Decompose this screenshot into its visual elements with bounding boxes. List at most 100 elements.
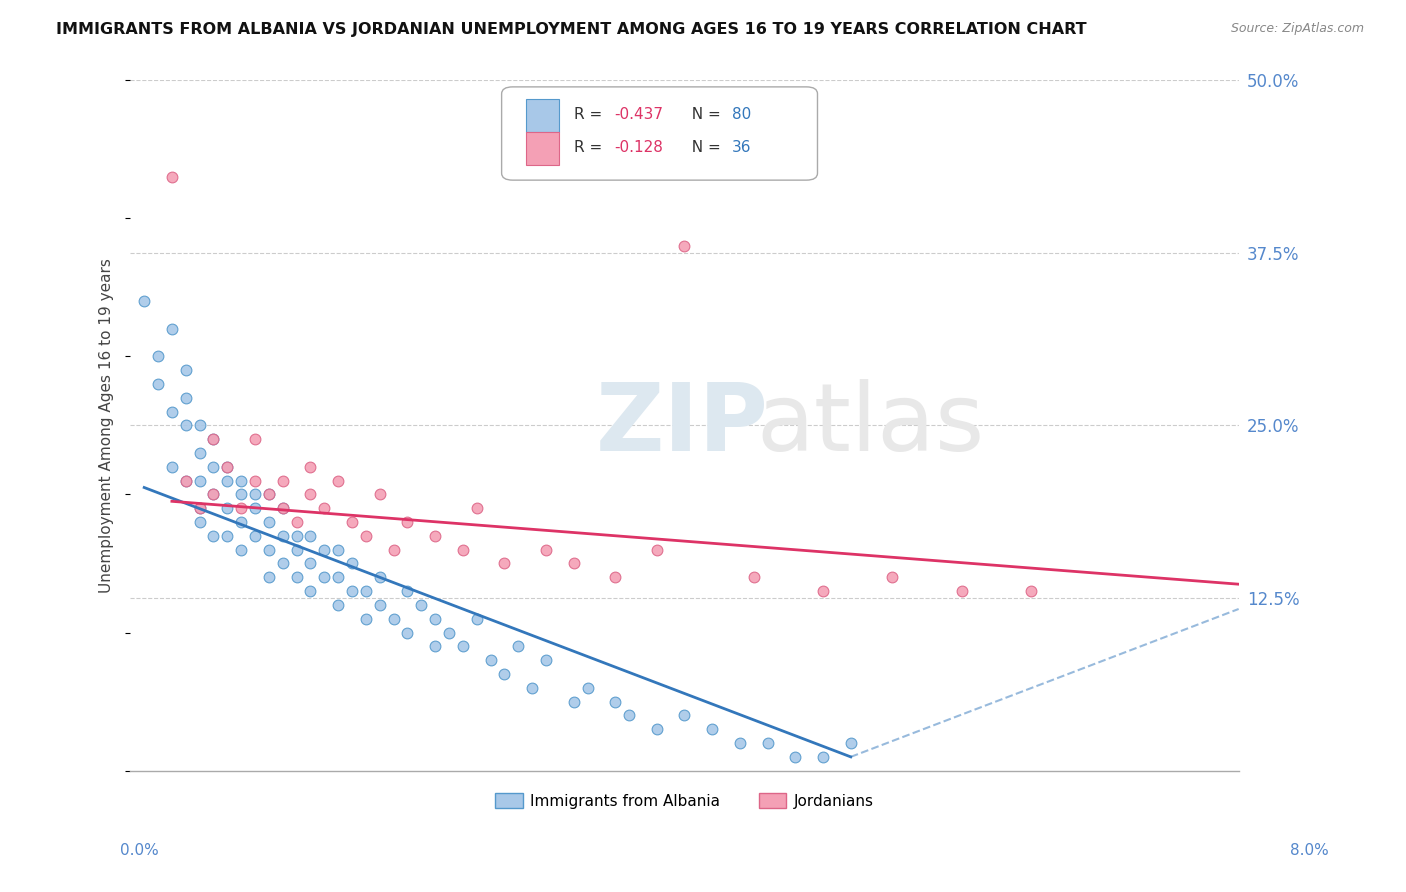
Point — [160, 404, 183, 418]
Point — [785, 750, 807, 764]
Point — [188, 418, 211, 433]
Point — [257, 542, 280, 557]
Point — [217, 474, 239, 488]
Text: IMMIGRANTS FROM ALBANIA VS JORDANIAN UNEMPLOYMENT AMONG AGES 16 TO 19 YEARS CORR: IMMIGRANTS FROM ALBANIA VS JORDANIAN UNE… — [56, 22, 1087, 37]
Point — [950, 584, 973, 599]
Point — [299, 459, 322, 474]
Point — [243, 529, 266, 543]
Point — [326, 570, 349, 584]
Point — [437, 625, 460, 640]
Point — [217, 459, 239, 474]
Point — [243, 474, 266, 488]
Point — [340, 515, 363, 529]
Point — [576, 681, 599, 695]
Text: R =: R = — [574, 140, 607, 155]
Y-axis label: Unemployment Among Ages 16 to 19 years: Unemployment Among Ages 16 to 19 years — [100, 258, 114, 593]
Point — [188, 446, 211, 460]
Point — [314, 542, 336, 557]
Point — [285, 570, 308, 584]
FancyBboxPatch shape — [526, 132, 560, 165]
Point — [202, 432, 225, 446]
Point — [174, 418, 197, 433]
Point — [451, 542, 474, 557]
Point — [479, 653, 502, 667]
Point — [231, 487, 253, 501]
Point — [160, 321, 183, 335]
Point — [174, 474, 197, 488]
Point — [756, 736, 779, 750]
Point — [811, 750, 834, 764]
Point — [354, 612, 377, 626]
Text: N =: N = — [682, 107, 725, 122]
Point — [728, 736, 751, 750]
Point — [134, 293, 156, 308]
Point — [257, 515, 280, 529]
Point — [326, 598, 349, 612]
Point — [423, 612, 446, 626]
Point — [534, 542, 557, 557]
Point — [742, 570, 765, 584]
Point — [354, 529, 377, 543]
Text: 36: 36 — [733, 140, 752, 155]
Text: N =: N = — [682, 140, 725, 155]
Point — [340, 584, 363, 599]
Point — [396, 515, 419, 529]
Point — [285, 515, 308, 529]
Point — [314, 501, 336, 516]
Point — [231, 542, 253, 557]
Point — [160, 459, 183, 474]
Point — [202, 459, 225, 474]
Point — [673, 239, 696, 253]
Text: ZIP: ZIP — [596, 379, 769, 471]
Point — [285, 542, 308, 557]
Point — [271, 557, 294, 571]
Point — [231, 474, 253, 488]
Point — [257, 570, 280, 584]
Point — [174, 474, 197, 488]
Point — [411, 598, 433, 612]
Text: -0.128: -0.128 — [614, 140, 664, 155]
Point — [174, 391, 197, 405]
Point — [202, 529, 225, 543]
Point — [811, 584, 834, 599]
Point — [146, 349, 169, 363]
Point — [243, 487, 266, 501]
Point — [188, 501, 211, 516]
Point — [1019, 584, 1042, 599]
Point — [368, 570, 391, 584]
Text: atlas: atlas — [756, 379, 984, 471]
Point — [243, 432, 266, 446]
Point — [494, 557, 516, 571]
Point — [382, 612, 405, 626]
Point — [326, 542, 349, 557]
Point — [396, 584, 419, 599]
Point — [314, 570, 336, 584]
Point — [605, 695, 627, 709]
Point — [243, 501, 266, 516]
Point — [202, 487, 225, 501]
Point — [217, 459, 239, 474]
Point — [520, 681, 543, 695]
Text: 8.0%: 8.0% — [1289, 843, 1329, 858]
Point — [534, 653, 557, 667]
Point — [340, 557, 363, 571]
Point — [217, 529, 239, 543]
Point — [299, 487, 322, 501]
Point — [562, 557, 585, 571]
Point — [202, 487, 225, 501]
Point — [217, 501, 239, 516]
Point — [423, 529, 446, 543]
Point — [285, 529, 308, 543]
Point — [645, 542, 668, 557]
Text: 0.0%: 0.0% — [120, 843, 159, 858]
Point — [231, 501, 253, 516]
Text: -0.437: -0.437 — [614, 107, 664, 122]
Point — [188, 515, 211, 529]
Point — [257, 487, 280, 501]
FancyBboxPatch shape — [502, 87, 817, 180]
Text: 80: 80 — [733, 107, 751, 122]
Point — [605, 570, 627, 584]
Point — [562, 695, 585, 709]
Point — [645, 723, 668, 737]
Point — [382, 542, 405, 557]
